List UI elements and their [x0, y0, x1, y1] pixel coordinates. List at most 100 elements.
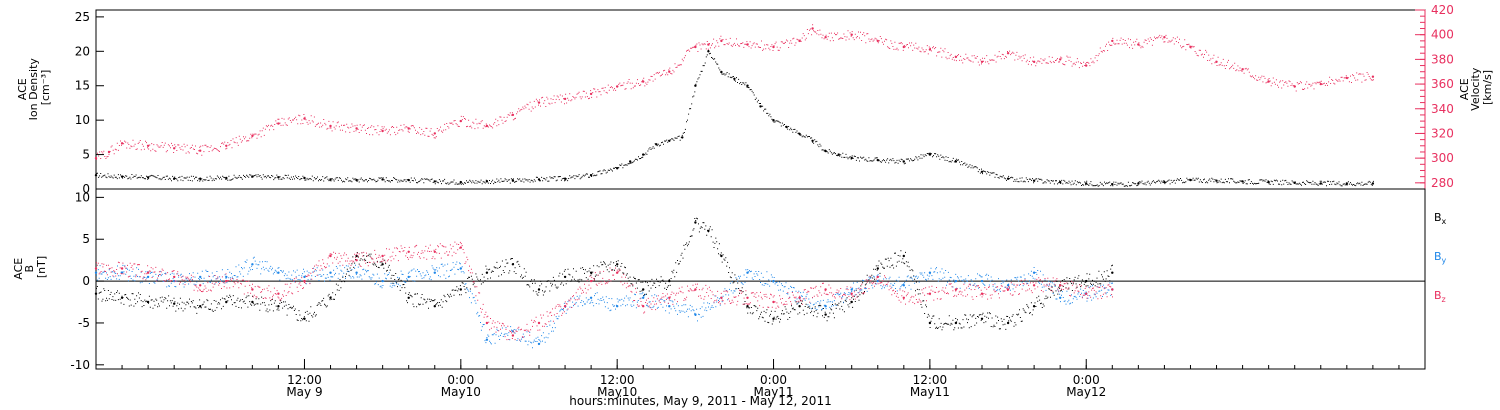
- bz-point: [433, 250, 436, 253]
- density-series: [94, 50, 1375, 187]
- bz-point: [303, 279, 306, 283]
- bz-point: [772, 300, 775, 304]
- bz-point: [850, 292, 853, 295]
- bx-point: [746, 305, 749, 308]
- time-tick-label: 0:00: [760, 373, 787, 387]
- legend-subscript: x: [1442, 217, 1447, 226]
- legend-subscript: y: [1442, 256, 1447, 265]
- bz-point: [94, 267, 98, 270]
- bx-point: [928, 321, 932, 325]
- bz-point: [1111, 288, 1114, 291]
- b-axis-title: ACE B [nT]: [12, 254, 48, 279]
- density-tick-label: 0: [82, 182, 90, 196]
- velocity-point: [902, 45, 905, 49]
- bx-point: [407, 296, 410, 299]
- bx-point: [902, 254, 905, 258]
- bz-point: [980, 292, 984, 295]
- bz-point: [954, 288, 958, 291]
- velocity-point: [1267, 80, 1270, 83]
- bx-point: [720, 254, 723, 258]
- density-point: [199, 177, 202, 180]
- density-point: [1267, 180, 1270, 184]
- velocity-axis-title: ACE Velocity [km/s]: [1458, 64, 1494, 111]
- velocity-point: [1059, 58, 1062, 61]
- velocity-tick-label: 300: [1431, 151, 1454, 165]
- bz-point: [720, 296, 723, 299]
- velocity-point: [303, 117, 306, 120]
- bz-trace: [96, 241, 1113, 341]
- bx-point: [537, 288, 541, 291]
- density-tick-label: 5: [82, 148, 90, 162]
- velocity-point: [772, 45, 775, 49]
- date-tick-label: May12: [1066, 385, 1106, 399]
- velocity-point: [225, 144, 228, 147]
- density-trace: [96, 50, 1374, 187]
- velocity-axis-title-line-1: ACE: [1458, 78, 1471, 100]
- by-point: [381, 279, 384, 283]
- time-tick-label: 12:00: [287, 373, 322, 387]
- velocity-point: [1371, 75, 1375, 78]
- time-tick-label: 12:00: [600, 373, 635, 387]
- velocity-point: [277, 122, 280, 125]
- bz-point: [173, 275, 176, 279]
- velocity-point: [511, 113, 515, 117]
- velocity-axis-title-line-2: Velocity: [1469, 67, 1482, 111]
- velocity-point: [537, 101, 541, 104]
- bx-point: [1085, 279, 1088, 283]
- time-tick-label: 12:00: [913, 373, 948, 387]
- bz-point: [329, 254, 332, 258]
- density-point: [746, 84, 749, 87]
- by-series: [94, 256, 1114, 349]
- velocity-point: [355, 127, 358, 130]
- legend-subscript: z: [1442, 295, 1446, 304]
- velocity-point: [146, 144, 150, 147]
- bz-point: [199, 284, 202, 287]
- magnetic-panel-frame: [95, 188, 1426, 370]
- bz-point: [485, 321, 489, 325]
- bx-point: [642, 288, 645, 291]
- density-point: [1371, 182, 1375, 185]
- bx-point: [1032, 305, 1036, 308]
- velocity-tick-label: 400: [1431, 28, 1454, 42]
- legend-label: B: [1434, 289, 1442, 302]
- bx-series: [94, 217, 1114, 331]
- density-tick-label: 15: [75, 79, 90, 93]
- by-point: [772, 279, 775, 283]
- velocity-point: [928, 48, 932, 51]
- b-tick-label: 5: [82, 232, 90, 246]
- by-point: [954, 279, 958, 283]
- density-tick-label: 20: [75, 44, 90, 58]
- time-tick-label: 0:00: [1073, 373, 1100, 387]
- bz-point: [459, 246, 462, 249]
- bx-point: [459, 288, 462, 291]
- velocity-tick-label: 420: [1431, 3, 1454, 17]
- bx-point: [251, 300, 254, 304]
- bx-point: [1111, 271, 1114, 274]
- bx-point: [485, 271, 489, 274]
- bx-point: [772, 317, 775, 320]
- density-point: [811, 139, 814, 142]
- velocity-tick-label: 320: [1431, 126, 1454, 140]
- bz-point: [381, 254, 384, 258]
- density-point: [1345, 182, 1349, 185]
- b-tick-label: 10: [75, 190, 90, 204]
- density-axis-title-line-2: Ion Density: [27, 58, 40, 121]
- date-tick-label: May10: [597, 385, 637, 399]
- by-point: [459, 267, 462, 270]
- velocity-axis-title-line-3: [km/s]: [1481, 70, 1494, 105]
- b-tick-label: -5: [78, 316, 90, 330]
- density-tick-label: 10: [75, 113, 90, 127]
- b-axis-title-line-3: [nT]: [35, 256, 48, 278]
- legend-bz: Bz: [1434, 289, 1446, 304]
- by-point: [355, 271, 358, 274]
- density-point: [563, 177, 567, 180]
- density-point: [1163, 180, 1166, 184]
- density-axis-title: ACE Ion Density [cm⁻³]: [16, 55, 52, 121]
- bx-point: [668, 279, 671, 283]
- velocity-tick-label: 340: [1431, 102, 1454, 116]
- velocity-point: [850, 33, 853, 36]
- by-point: [225, 275, 228, 279]
